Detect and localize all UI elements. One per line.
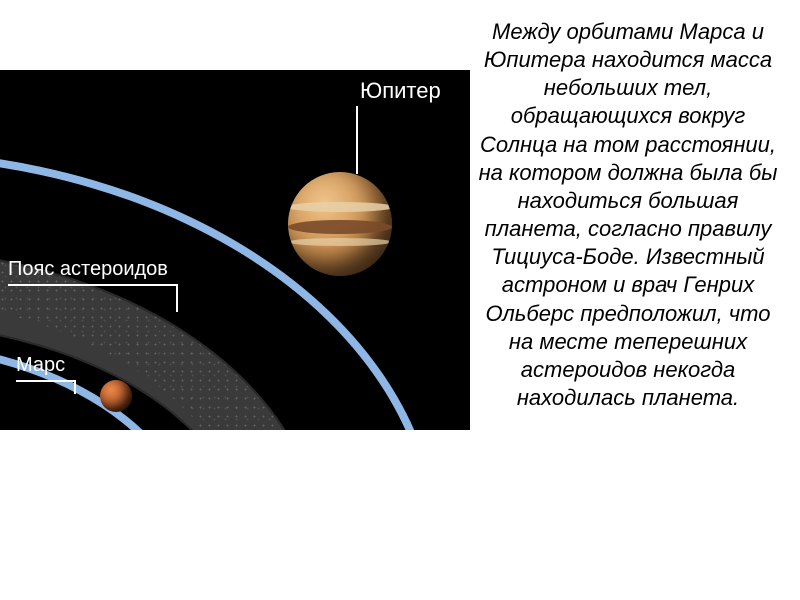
jupiter-band-3 xyxy=(288,238,392,246)
jupiter-planet xyxy=(288,172,392,276)
mars-pointer-h xyxy=(16,380,76,382)
diagram-area: Юпитер Пояс астероидов Марс xyxy=(0,0,470,600)
mars-planet xyxy=(100,380,132,412)
jupiter-band-1 xyxy=(288,202,392,212)
slide-container: Юпитер Пояс астероидов Марс Между орбита… xyxy=(0,0,800,600)
jupiter-label: Юпитер xyxy=(360,78,441,104)
description-text: Между орбитами Марса и Юпитера находится… xyxy=(470,0,800,600)
belt-label: Пояс астероидов xyxy=(8,258,168,281)
belt-pointer-h xyxy=(8,284,178,286)
jupiter-pointer xyxy=(356,106,358,174)
mars-pointer-v xyxy=(74,380,76,394)
asteroid-belt-diagram: Юпитер Пояс астероидов Марс xyxy=(0,70,470,430)
belt-pointer-v xyxy=(176,284,178,312)
mars-label: Марс xyxy=(16,354,65,377)
jupiter-band-2 xyxy=(288,220,392,234)
